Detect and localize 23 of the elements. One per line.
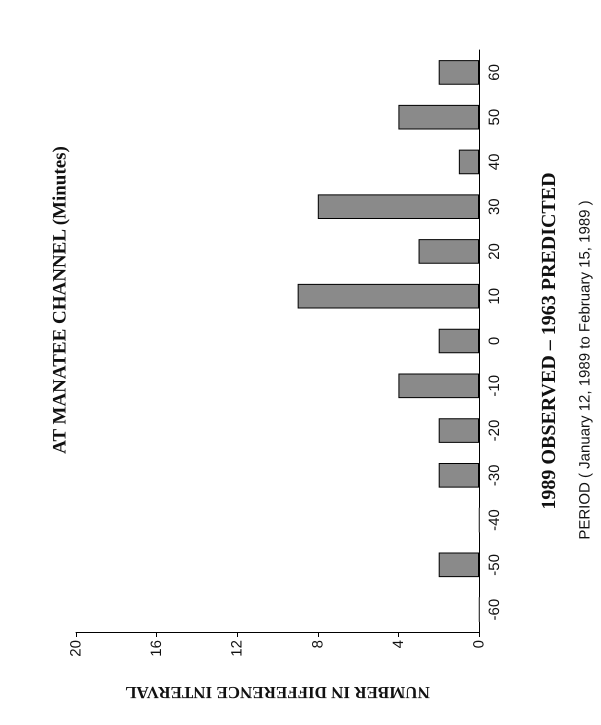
y-tick-label: 10 [486, 288, 503, 305]
x-tick-label: 0 [470, 640, 488, 648]
y-tick-label: -20 [486, 420, 503, 442]
x-tick-label: 20 [68, 640, 84, 657]
x-tick-label: 8 [309, 640, 326, 648]
y-tick-label: 60 [486, 64, 503, 81]
y-tick-label: -50 [486, 554, 503, 576]
text: PERIOD ( January 12, 1989 to February 15, 1989 ) [576, 200, 594, 540]
y-tick-label: -30 [486, 464, 503, 486]
text: AT MANATEE CHANNEL (Minutes) [50, 146, 70, 454]
y-tick-label: 0 [486, 336, 503, 346]
x-tick-label: 12 [228, 640, 246, 657]
y-tick-label: -10 [486, 374, 503, 397]
y-tick-label: -60 [486, 598, 503, 620]
y-tick-label: 50 [486, 108, 503, 126]
y-tick-label: 40 [486, 154, 503, 170]
y-tick-label: -40 [486, 509, 503, 531]
y-tick-label: 30 [486, 198, 503, 216]
y-tick-label: 20 [486, 243, 503, 260]
x-axis-title: NUMBER IN DIFFERENCE INTERVAL [125, 683, 430, 702]
x-tick-label: 4 [390, 640, 407, 648]
x-tick-label: 16 [148, 640, 166, 657]
y-axis-title: 1989 OBSERVED – 1963 PREDICTED [538, 172, 560, 510]
